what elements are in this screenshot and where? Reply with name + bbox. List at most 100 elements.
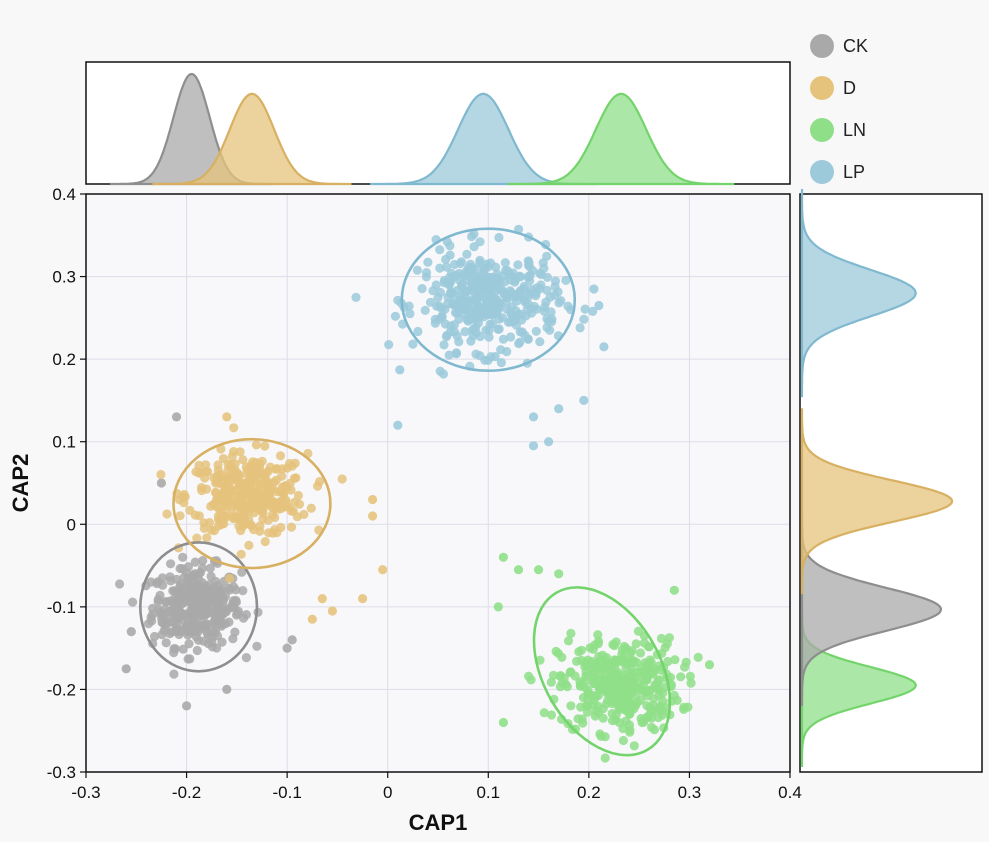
data-point	[532, 304, 542, 314]
data-point	[561, 275, 571, 285]
data-point	[676, 672, 686, 682]
right-density-panel	[799, 189, 983, 773]
data-point	[475, 331, 485, 342]
data-point	[542, 272, 553, 282]
data-point	[307, 614, 317, 624]
data-point	[462, 249, 472, 259]
x-tick-label: 0.1	[476, 783, 500, 802]
data-point	[506, 275, 516, 285]
y-tick-label: 0.1	[52, 433, 76, 452]
legend-label: LP	[843, 162, 865, 182]
data-point	[184, 588, 194, 598]
data-point	[183, 619, 193, 629]
data-point	[556, 296, 566, 306]
data-point	[557, 652, 567, 663]
data-point	[433, 293, 443, 303]
data-point	[255, 526, 265, 536]
data-point	[544, 437, 554, 447]
legend-item-ln: LN	[810, 118, 866, 142]
data-point	[256, 505, 267, 515]
data-point	[317, 594, 327, 604]
data-point	[467, 307, 477, 317]
data-point	[546, 710, 557, 720]
data-point	[550, 282, 560, 292]
legend-swatch	[810, 76, 834, 100]
data-point	[513, 260, 523, 270]
data-point	[482, 278, 493, 288]
data-point	[595, 729, 605, 739]
data-point	[260, 441, 270, 451]
ellipses-layer	[139, 227, 672, 757]
data-point	[653, 675, 663, 686]
data-point	[175, 511, 185, 521]
data-point	[648, 667, 658, 677]
data-point	[629, 741, 639, 751]
y-tick-label: 0	[67, 515, 76, 534]
data-point	[224, 494, 234, 504]
data-point	[615, 704, 625, 715]
data-point	[445, 327, 456, 337]
data-point	[566, 628, 576, 639]
legend: CK D LN LP	[810, 34, 868, 184]
data-point	[534, 565, 544, 575]
data-point	[222, 684, 232, 695]
data-point	[486, 352, 496, 362]
data-point	[658, 696, 668, 706]
data-point	[641, 687, 651, 697]
data-point	[624, 692, 634, 702]
data-point	[522, 304, 532, 314]
data-point	[625, 709, 635, 719]
legend-label: CK	[843, 36, 868, 56]
data-point	[183, 654, 193, 664]
y-axis-ticks: -0.3 -0.2 -0.1 0 0.1 0.2 0.3 0.4	[47, 185, 86, 782]
data-point	[190, 510, 200, 520]
data-point	[157, 614, 167, 624]
data-point	[602, 677, 612, 688]
data-point	[172, 626, 182, 637]
data-point	[161, 638, 171, 648]
data-point	[226, 507, 236, 517]
data-point	[258, 485, 268, 495]
data-point	[174, 611, 184, 621]
data-point	[525, 276, 535, 286]
main-plot-panel: -0.3 -0.2 -0.1 0 0.1 0.2 0.3 0.4 -0.3 -0.2 -0.1 0 0…	[47, 185, 802, 802]
data-point	[368, 511, 378, 521]
data-point	[635, 648, 646, 658]
data-point	[428, 286, 438, 296]
data-point	[236, 549, 246, 559]
data-point	[337, 474, 347, 484]
data-point	[162, 509, 172, 519]
data-point	[493, 602, 503, 612]
data-point	[266, 502, 276, 512]
data-point	[275, 498, 285, 508]
data-point	[237, 517, 247, 527]
legend-label: LN	[843, 120, 866, 140]
data-point	[231, 585, 241, 595]
data-point	[202, 484, 212, 494]
data-point	[235, 447, 245, 457]
data-point	[162, 597, 172, 607]
data-point	[172, 604, 182, 614]
data-point	[457, 279, 467, 289]
data-point	[179, 489, 189, 500]
data-point	[184, 639, 194, 649]
data-point	[494, 232, 504, 243]
data-point	[494, 324, 504, 334]
data-point	[590, 662, 600, 673]
data-point	[175, 591, 185, 602]
data-point	[576, 655, 586, 666]
data-point	[435, 263, 445, 273]
data-point	[243, 470, 253, 480]
data-point	[282, 643, 292, 653]
legend-label: D	[843, 78, 856, 98]
data-point	[652, 683, 662, 693]
data-point	[291, 473, 301, 483]
data-point	[593, 630, 603, 640]
data-point	[178, 552, 188, 562]
x-axis-title: CAP1	[409, 810, 468, 835]
data-point	[441, 254, 451, 265]
legend-swatch	[810, 34, 834, 58]
data-point	[487, 297, 497, 307]
data-point	[420, 305, 430, 315]
data-point	[576, 645, 587, 655]
